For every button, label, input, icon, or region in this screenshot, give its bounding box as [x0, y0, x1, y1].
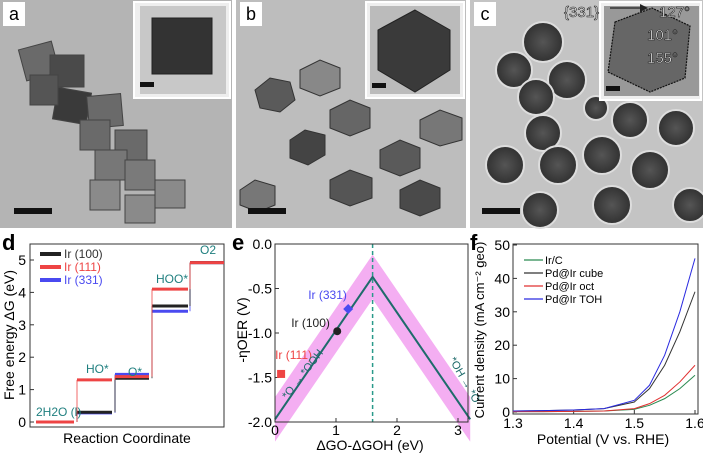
- y-tick-label: 3: [18, 317, 26, 333]
- chart-d: 0 1 2 3 4 5 2H2O (l) HO* O* HOO* O2 Ir (100)Ir (111…: [1, 243, 225, 446]
- y-axis-label: Current density (mA cm⁻² geo): [472, 242, 487, 419]
- y-tick-label: 0: [502, 404, 510, 420]
- y-axis-label: Free energy ΔG (eV): [1, 270, 17, 400]
- panel-label-c: c: [481, 4, 490, 24]
- y-tick-label: 0: [18, 414, 26, 430]
- panel-label-f: f: [470, 230, 478, 255]
- x-axis-label: Potential (V vs. RHE): [537, 431, 669, 447]
- y-tick-label: 5: [18, 252, 26, 268]
- facet-label: {331}: [564, 4, 599, 21]
- legend-label: Ir (111): [64, 260, 101, 274]
- legend-label: Pd@Ir cube: [545, 268, 603, 280]
- panel-label-a: a: [9, 4, 20, 24]
- curve-Pd-Ir-oct: [513, 364, 696, 413]
- legend-label: Pd@Ir oct: [545, 281, 594, 293]
- y-axis-label: -ηOER (V): [234, 297, 250, 362]
- legend-label: Ir (331): [64, 273, 103, 287]
- step-label: HOO*: [156, 272, 188, 286]
- x-tick-label: 1.6: [685, 415, 703, 431]
- inset-scale-bar: [372, 83, 386, 88]
- panel-label-box-a: [3, 2, 25, 26]
- step-label: 2H2O (l): [36, 405, 81, 419]
- volcano-line: [274, 275, 472, 420]
- plot-frame: [512, 243, 699, 415]
- y-tick-label: 4: [18, 284, 26, 300]
- y-tick-label: -2.0: [248, 414, 272, 430]
- data-point-Ir-100-: [333, 327, 342, 336]
- panel-label-d: d: [2, 230, 15, 255]
- tem-image-b: b: [236, 0, 466, 228]
- data-point-Ir-111-: [277, 369, 286, 378]
- x-tick-label: 1.3: [503, 415, 523, 431]
- point-label: Ir (111): [275, 348, 312, 362]
- x-axis-label: Reaction Coordinate: [63, 430, 191, 446]
- inset-scale-bar: [140, 82, 154, 87]
- x-axis-label: ΔGO-ΔGOH (eV): [316, 437, 423, 453]
- step-label: O*: [128, 365, 142, 379]
- y-tick-label: -1.0: [248, 325, 272, 341]
- y-tick-label: 50: [494, 237, 510, 253]
- scale-bar-a: [14, 208, 52, 214]
- angle-127: 127°: [659, 4, 690, 21]
- x-tick-label: 1.5: [625, 415, 645, 431]
- panel-label-e: e: [232, 230, 244, 255]
- scale-bar-c: [482, 208, 520, 214]
- chart-e: 0.0 -0.5 -1.0 -1.5 -2.0 0 1 2 3 Ir (331) Ir (100) I…: [234, 236, 482, 453]
- legend-label: Pd@Ir TOH: [545, 294, 602, 306]
- curve-Pd-Ir-TOH: [512, 258, 696, 412]
- data-point-Ir-331-: [343, 303, 354, 314]
- point-label: Ir (100): [291, 316, 330, 330]
- y-tick-label: 0.0: [253, 236, 273, 252]
- legend-label: Ir (100): [64, 247, 103, 261]
- x-tick-label: 1.4: [564, 415, 584, 431]
- scale-bar-b: [248, 208, 286, 214]
- point-label: Ir (331): [308, 288, 347, 302]
- volcano-band: [275, 254, 471, 442]
- y-tick-label: 40: [494, 270, 510, 286]
- x-tick-label: 3: [454, 422, 462, 438]
- curve-Ir-C: [513, 374, 696, 413]
- y-tick-label: -0.5: [248, 281, 272, 297]
- x-tick-label: 2: [393, 422, 401, 438]
- step-label: O2: [200, 243, 216, 257]
- plot-frame: [29, 243, 225, 428]
- y-tick-label: 2: [18, 349, 26, 365]
- y-tick-label: 10: [494, 371, 510, 387]
- y-tick-label: 1: [18, 382, 26, 398]
- step-label: HO*: [86, 362, 109, 376]
- legend-label: Ir/C: [545, 255, 563, 267]
- panel-label-box-b: [240, 2, 262, 26]
- angle-155: 155°: [647, 50, 678, 67]
- y-tick-label: 30: [494, 304, 510, 320]
- tem-image-c: {331} 127° 101° 155° c: [470, 0, 703, 229]
- tem-image-a: a: [0, 0, 232, 228]
- y-tick-label: 20: [494, 337, 510, 353]
- panel-label-b: b: [246, 4, 256, 24]
- x-tick-label: 1: [332, 422, 340, 438]
- x-tick-label: 0: [271, 422, 279, 438]
- inset-scale-bar: [606, 86, 620, 91]
- panel-label-box-c: [474, 2, 496, 26]
- angle-101: 101°: [647, 27, 678, 44]
- y-tick-label: -1.5: [248, 370, 272, 386]
